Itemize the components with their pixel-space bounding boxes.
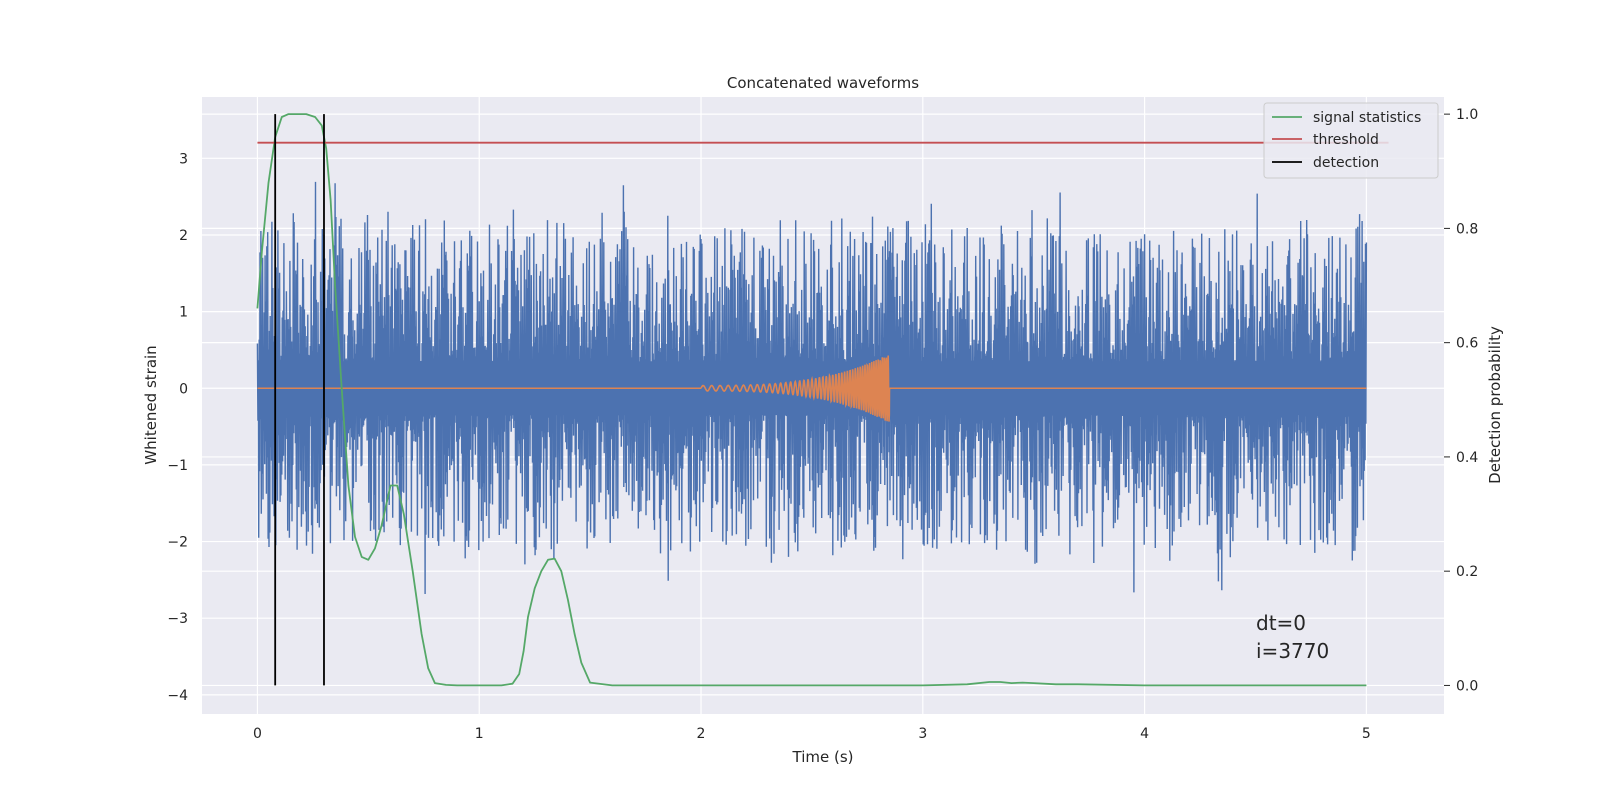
y-tick-label: −1 [167,458,188,474]
y-tick-label: −2 [167,535,188,551]
x-axis-label: Time (s) [792,748,854,766]
x-tick-label: 3 [918,726,927,742]
strain-series-line [256,181,1368,595]
y2-tick-label: 0.2 [1456,564,1478,580]
ticks: 0 1 2 3 4 5 −4 −3 −2 −1 0 1 2 3 0.0 0.2 0.4 0.6 0.8 1.0 [167,107,1478,742]
legend-label-threshold: threshold [1313,132,1379,148]
y-tick-label: 2 [179,228,188,244]
legend-label-detection: detection [1313,155,1379,171]
chart-title: Concatenated waveforms [727,74,919,92]
y-tick-label: 3 [179,151,188,167]
plot-area [256,113,1389,687]
x-tick-label: 5 [1362,726,1371,742]
y-tick-label: 1 [179,305,188,321]
y-tick-label: 0 [179,381,188,397]
y2-tick-label: 0.0 [1456,678,1478,694]
y2-tick-label: 0.8 [1456,221,1478,237]
x-tick-label: 4 [1140,726,1149,742]
y-axis-label: Whitened strain [142,345,160,464]
y2-axis-label: Detection probability [1486,326,1504,484]
y-tick-label: −3 [167,611,188,627]
annotation-dt: dt=0 [1256,611,1306,635]
x-tick-label: 0 [253,726,262,742]
y-tick-label: −4 [167,688,188,704]
signal-statistics-line [256,113,1367,687]
y2-tick-label: 1.0 [1456,107,1478,123]
legend-label-signal-statistics: signal statistics [1313,110,1421,126]
legend: signal statistics threshold detection [1263,102,1439,179]
y2-tick-label: 0.4 [1456,450,1478,466]
annotation-i: i=3770 [1256,639,1329,663]
x-tick-label: 2 [697,726,706,742]
y2-tick-label: 0.6 [1456,336,1478,352]
injection-series-line [257,355,1367,422]
legend-box [1263,102,1439,179]
x-tick-label: 1 [475,726,484,742]
